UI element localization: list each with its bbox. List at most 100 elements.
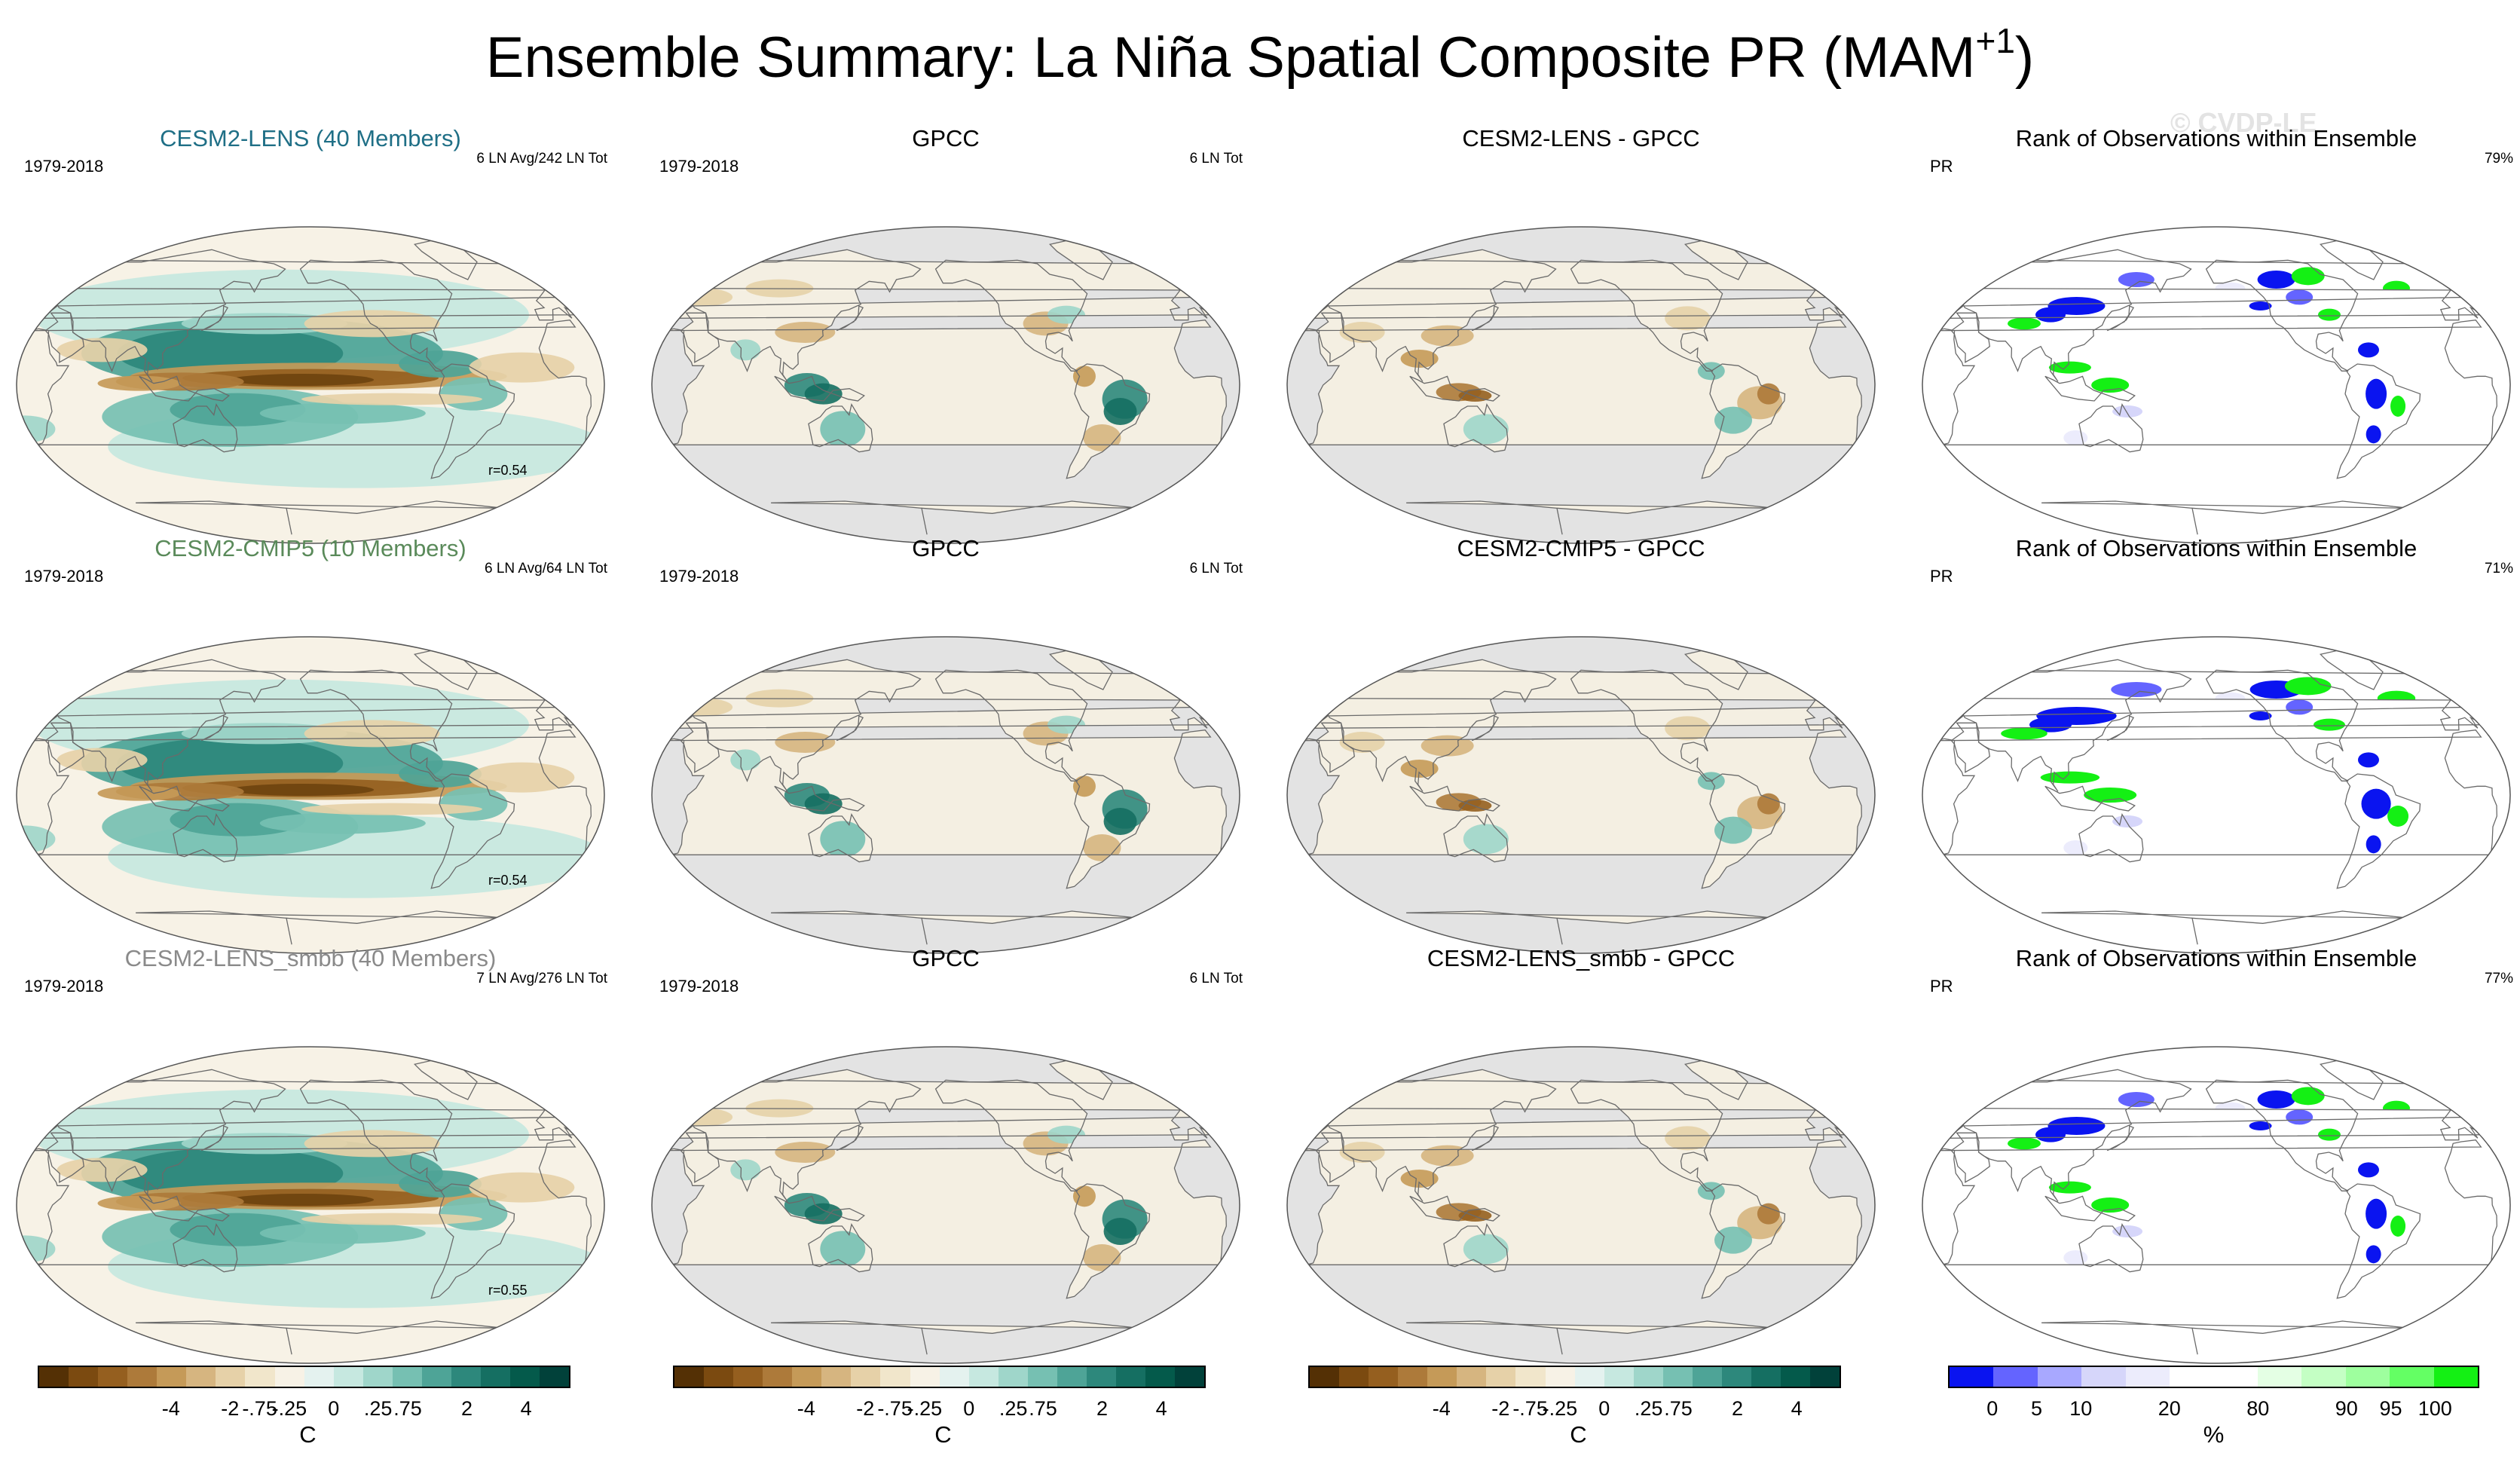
coastline bbox=[1570, 259, 1723, 372]
coastline bbox=[808, 812, 873, 863]
rank-blob bbox=[2007, 317, 2041, 330]
colorbar-tick: -.25 bbox=[1542, 1397, 1578, 1420]
panel-diff: CESM2-LENS_smbb - GPCC bbox=[1280, 945, 1882, 1364]
rank-blob bbox=[2249, 1121, 2272, 1130]
colorbar-swatch bbox=[1086, 1367, 1116, 1387]
anomaly-map bbox=[16, 1046, 605, 1364]
colorbar-tick: .25 bbox=[1634, 1397, 1663, 1420]
anomaly-blob bbox=[259, 812, 426, 834]
anomaly-blob bbox=[1714, 816, 1752, 844]
anomaly-blob bbox=[57, 1158, 148, 1182]
land-africa bbox=[665, 1139, 1227, 1265]
rank-blob bbox=[2035, 1127, 2066, 1142]
land-europe bbox=[1312, 1080, 1849, 1140]
colorbar-swatch bbox=[1398, 1367, 1428, 1387]
anomaly-blob bbox=[820, 411, 866, 448]
rank-blob bbox=[2257, 1090, 2295, 1109]
map-border bbox=[1286, 636, 1876, 954]
colorbar-swatch bbox=[1310, 1367, 1340, 1387]
colorbar-tick: 20 bbox=[2158, 1397, 2181, 1420]
coastline bbox=[665, 729, 1227, 855]
colorbar-swatch bbox=[1515, 1367, 1546, 1387]
cvdp-watermark: © CVDP-LE bbox=[2170, 107, 2317, 138]
land-africa bbox=[665, 320, 1227, 445]
coastline bbox=[1962, 1069, 2192, 1202]
land-europe bbox=[1312, 670, 1849, 730]
anomaly-blob bbox=[301, 393, 483, 405]
rank-blob bbox=[2007, 1137, 2041, 1150]
panel-title: GPCC bbox=[912, 125, 980, 151]
coastline bbox=[836, 715, 864, 742]
rank-blob bbox=[2313, 718, 2345, 731]
colorbar-swatch bbox=[1604, 1367, 1634, 1387]
colorbar-tick: -.75 bbox=[242, 1397, 277, 1420]
colorbar-swatch bbox=[333, 1367, 363, 1387]
coastline bbox=[1327, 249, 1557, 382]
rank-blob bbox=[2361, 788, 2391, 819]
anomaly-blob bbox=[1072, 1185, 1096, 1207]
rank-map bbox=[1922, 1046, 2511, 1364]
anomaly-map bbox=[651, 226, 1240, 544]
colorbar-swatch bbox=[1427, 1367, 1457, 1387]
colorbar-tick: -2 bbox=[856, 1397, 875, 1420]
coastline bbox=[1327, 1069, 1557, 1202]
map-border bbox=[651, 1046, 1240, 1364]
colorbar-swatch bbox=[216, 1367, 246, 1387]
colorbar-swatch bbox=[274, 1367, 304, 1387]
rank-blob bbox=[2366, 1198, 2387, 1229]
anomaly-blob bbox=[1757, 793, 1780, 815]
anomaly-map bbox=[16, 226, 605, 544]
rank-percent: 77% bbox=[2484, 971, 2513, 986]
colorbar-swatch bbox=[1662, 1367, 1693, 1387]
panel-title: CESM2-LENS (40 Members) bbox=[160, 125, 461, 151]
rank-blob bbox=[2286, 289, 2314, 305]
colorbar-swatch bbox=[1339, 1367, 1369, 1387]
map-border bbox=[16, 636, 605, 954]
coastline bbox=[771, 1320, 1139, 1355]
coastline bbox=[2041, 910, 2410, 945]
colorbar-swatch bbox=[1175, 1367, 1205, 1387]
colorbar-swatch bbox=[939, 1367, 969, 1387]
colorbar-tick: .25 bbox=[999, 1397, 1028, 1420]
colorbar-swatches bbox=[673, 1366, 1206, 1388]
anomaly-blob bbox=[820, 821, 866, 858]
map-border bbox=[651, 226, 1240, 544]
anomaly-blob bbox=[1757, 1203, 1780, 1225]
colorbar-swatch bbox=[1574, 1367, 1604, 1387]
coastline bbox=[299, 669, 453, 781]
colorbar-swatch bbox=[1633, 1367, 1663, 1387]
panel-title: CESM2-LENS_smbb - GPCC bbox=[1427, 945, 1736, 971]
panel-title: CESM2-LENS_smbb (40 Members) bbox=[124, 945, 497, 971]
land-africa bbox=[1300, 1139, 1862, 1265]
coastline bbox=[1406, 500, 1775, 535]
coastline bbox=[2106, 1125, 2135, 1152]
colorbar-swatch bbox=[510, 1367, 540, 1387]
map-border bbox=[1922, 636, 2511, 954]
anomaly-blob bbox=[1103, 808, 1137, 835]
map-field bbox=[1922, 1047, 2510, 1363]
map-field bbox=[1287, 637, 1875, 953]
period-label: 1979-2018 bbox=[659, 977, 739, 996]
colorbar-swatch bbox=[69, 1367, 99, 1387]
coastline bbox=[808, 402, 873, 453]
anomaly-blob bbox=[1665, 716, 1711, 741]
coastline bbox=[1701, 363, 1786, 479]
event-count: 6 LN Avg/64 LN Tot bbox=[484, 561, 607, 577]
coastline bbox=[1409, 785, 1500, 812]
anomaly-blob bbox=[672, 288, 733, 307]
rank-blob bbox=[2366, 1245, 2381, 1264]
land-europe bbox=[677, 1080, 1214, 1140]
map-field bbox=[652, 637, 1240, 953]
coastline bbox=[136, 1320, 504, 1355]
rank-blob bbox=[2035, 307, 2066, 323]
rank-blob bbox=[2390, 1216, 2406, 1237]
anomaly-blob bbox=[775, 1142, 836, 1163]
panel-obs: GPCC 1979-2018 6 LN Tot bbox=[644, 945, 1247, 1364]
coastline bbox=[139, 785, 230, 812]
coastline bbox=[200, 715, 229, 742]
coastline bbox=[2078, 402, 2144, 453]
colorbar-swatch bbox=[1545, 1367, 1575, 1387]
colorbar-swatch bbox=[2037, 1367, 2082, 1387]
anomaly-blob bbox=[775, 732, 836, 753]
coastline bbox=[934, 1079, 1088, 1191]
